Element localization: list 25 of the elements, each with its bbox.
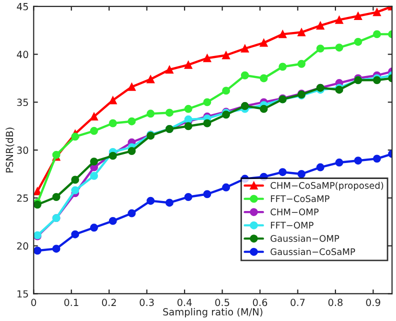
x-tick-label: 0.8 — [328, 298, 343, 306]
legend-label: FFT−OMP — [270, 222, 314, 229]
x-tick-label: 0.6 — [252, 298, 268, 306]
x-tick-label: 0.3 — [140, 298, 154, 306]
y-axis-title: PSNR(dB) — [6, 128, 14, 172]
legend-label: CHM−CoSaMP(proposed) — [270, 182, 384, 191]
y-tick-label: 30 — [17, 146, 28, 154]
x-tick-label: 0 — [31, 298, 36, 306]
x-tick-label: 0.9 — [366, 298, 380, 306]
legend-label: Gaussian−OMP — [270, 234, 340, 242]
y-tick-label: 40 — [16, 50, 28, 58]
x-tick-label: 0.5 — [215, 298, 230, 306]
x-tick-label: 0.4 — [177, 298, 192, 306]
x-axis-title: Sampling ratio (M/N) — [163, 308, 262, 318]
x-tick-label: 0.2 — [102, 298, 116, 306]
y-tick-label: 25 — [17, 194, 28, 202]
x-tick-label: 0.7 — [290, 298, 305, 306]
legend-label: Gaussian−CoSaMP — [270, 248, 356, 256]
y-tick-label: 45 — [16, 3, 28, 10]
legend-label: FFT−CoSaMP — [270, 195, 330, 202]
y-tick-label: 15 — [17, 290, 28, 298]
y-tick-label: 35 — [17, 98, 28, 106]
y-tick-label: 20 — [17, 242, 28, 250]
legend-label: CHM−OMP — [270, 208, 319, 216]
x-tick-label: 0.1 — [64, 298, 78, 306]
